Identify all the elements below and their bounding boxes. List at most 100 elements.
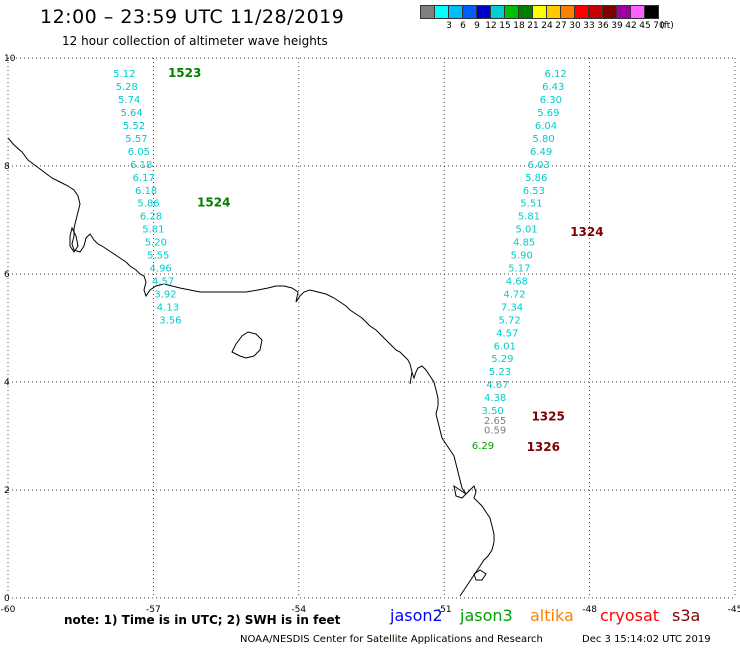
delta-shape [473,569,487,581]
wave-height-value: 5.81 [142,225,164,236]
wave-height-value: 6.30 [540,95,562,106]
wave-height-value: 5.29 [491,354,513,365]
wave-height-value: 5.74 [118,95,140,106]
wave-height-value: 5.64 [120,108,142,119]
wave-height-value: 6.29 [472,441,494,452]
y-tick-label: 6 [4,270,10,280]
y-tick-label: 0 [4,594,10,604]
wave-height-value: 5.81 [518,212,540,223]
wave-height-value: 6.05 [128,147,150,158]
estuary-shape [69,226,79,253]
lake-shape [231,331,263,359]
map-subtitle: 12 hour collection of altimeter wave hei… [62,34,328,48]
legend-label: 15 [499,21,511,31]
legend-label: 27 [555,21,567,31]
wave-height-value: 6.04 [535,121,557,132]
wave-height-value: 5.20 [145,238,167,249]
wave-height-value: 5.80 [532,134,554,145]
wave-height-value: 4.13 [157,302,179,313]
legend-label: 33 [583,21,595,31]
legend-label: 3 [446,21,452,31]
wave-height-value: 3.56 [159,315,181,326]
legend-label: 39 [611,21,623,31]
wave-height-value: 7.34 [501,302,523,313]
legend-label: 12 [485,21,497,31]
wave-height-value: 0.59 [484,426,506,437]
legend-label: 6 [460,21,466,31]
x-tick-label: -45 [728,605,740,615]
wave-height-value: 6.49 [530,147,552,158]
legend-label: 36 [597,21,609,31]
pass-label: 1524 [197,196,230,210]
wave-height-value: 4.57 [496,328,518,339]
wave-height-value: 4.38 [484,393,506,404]
pass-label: 1523 [168,66,201,80]
legend-unit: (ft) [660,21,674,31]
y-tick-label: 8 [4,162,10,172]
legend-label: 70 [653,21,665,31]
island-shape [453,484,467,499]
wave-height-value: 6.18 [135,186,157,197]
y-tick-label: 10 [4,54,16,64]
wave-height-value: 2.65 [484,416,506,427]
coastline [7,137,495,597]
generated-timestamp: Dec 3 15:14:02 UTC 2019 [582,634,711,645]
wave-height-value: 5.23 [489,367,511,378]
legend-label: 30 [569,21,581,31]
wave-height-value: 6.17 [133,173,155,184]
wave-height-value: 6.53 [523,186,545,197]
wave-height-value: 4.85 [513,238,535,249]
legend-label: 18 [513,21,525,31]
wave-height-value: 5.51 [520,199,542,210]
wave-height-value: 6.03 [528,160,550,171]
legend-label: 42 [625,21,637,31]
wave-height-value: 3.50 [482,406,504,417]
altimeter-tracks: 5.12 5.28 5.74 5.64 5.52 5.57 6.05 6.18 6.17 6.18… [113,66,603,454]
wave-height-value: 5.90 [511,251,533,262]
credit-line: NOAA/NESDIS Center for Satellite Applica… [240,634,543,645]
legend-label: 24 [541,21,553,31]
wave-height-value: 5.28 [116,82,138,93]
wave-height-value: 6.18 [130,160,152,171]
mission-altika: altika [530,606,574,625]
wave-height-value: 5.69 [537,108,559,119]
river-mouth [409,371,413,385]
wave-height-value: 4.68 [506,276,528,287]
axis-ticks: -60 -57 -54 -51 -48 -45 0 2 4 6 8 10 [1,54,740,615]
wave-height-value: 4.57 [152,276,174,287]
wave-height-value: 4.96 [150,264,172,275]
wave-height-value: 6.28 [140,212,162,223]
wave-height-legend: 3 6 9 12 15 18 21 24 27 30 33 36 39 42 45 70 (ft) [420,5,674,31]
wave-height-value: 5.12 [113,69,135,80]
wave-height-value: 4.67 [486,380,508,391]
pass-label: 1326 [527,440,560,454]
mission-jason2: jason2 [390,606,443,625]
wave-height-value: 5.72 [498,315,520,326]
pass-label: 1324 [570,225,603,239]
legend-label: 9 [474,21,480,31]
wave-height-value: 6.12 [545,69,567,80]
footnote: note: 1) Time is in UTC; 2) SWH is in fe… [64,613,341,627]
wave-height-value: 5.17 [508,264,530,275]
y-tick-label: 2 [4,486,10,496]
wave-height-value: 3.92 [154,289,176,300]
x-tick-label: -48 [582,605,597,615]
wave-height-value: 5.86 [137,199,159,210]
legend-label: 45 [639,21,651,31]
pass-label: 1325 [531,410,564,424]
legend-swatches [420,5,659,19]
wave-height-value: 5.86 [525,173,547,184]
wave-height-value: 4.72 [503,289,525,300]
mission-cryosat: cryosat [600,606,660,625]
legend-label: 21 [527,21,539,31]
wave-height-value: 6.43 [542,82,564,93]
mission-s3a: s3a [672,606,701,625]
map-title: 12:00 – 23:59 UTC 11/28/2019 [40,6,345,28]
wave-height-value: 5.57 [125,134,147,145]
wave-height-value: 5.55 [147,251,169,262]
wave-height-value: 5.52 [123,121,145,132]
x-tick-label: -54 [291,605,306,615]
wave-height-value: 5.01 [515,225,537,236]
mission-jason3: jason3 [460,606,513,625]
